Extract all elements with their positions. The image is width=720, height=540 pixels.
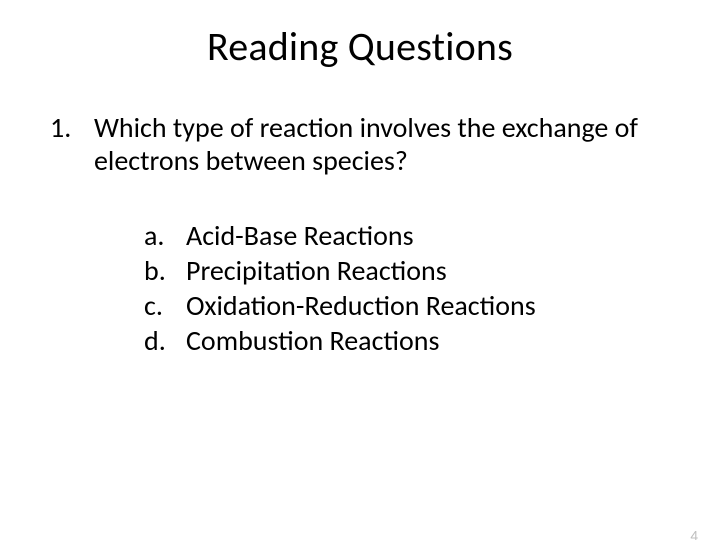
option-text: Oxidation-Reduction Reactions xyxy=(186,289,660,322)
option-text: Acid-Base Reactions xyxy=(186,219,660,252)
list-item: c. Oxidation-Reduction Reactions xyxy=(144,289,660,322)
slide: Reading Questions 1. Which type of react… xyxy=(0,22,720,540)
question-block: 1. Which type of reaction involves the e… xyxy=(50,111,660,357)
list-item: d. Combustion Reactions xyxy=(144,324,660,357)
option-letter: a. xyxy=(144,219,186,252)
options-list: a. Acid-Base Reactions b. Precipitation … xyxy=(144,219,660,357)
question-text: Which type of reaction involves the exch… xyxy=(94,111,660,177)
list-item: a. Acid-Base Reactions xyxy=(144,219,660,252)
question-number: 1. xyxy=(50,111,94,144)
option-text: Combustion Reactions xyxy=(186,324,660,357)
page-title: Reading Questions xyxy=(0,22,720,71)
option-letter: d. xyxy=(144,324,186,357)
option-text: Precipitation Reactions xyxy=(186,254,660,287)
page-number: 4 xyxy=(690,528,698,540)
list-item: b. Precipitation Reactions xyxy=(144,254,660,287)
option-letter: b. xyxy=(144,254,186,287)
question-row: 1. Which type of reaction involves the e… xyxy=(50,111,660,177)
option-letter: c. xyxy=(144,289,186,322)
